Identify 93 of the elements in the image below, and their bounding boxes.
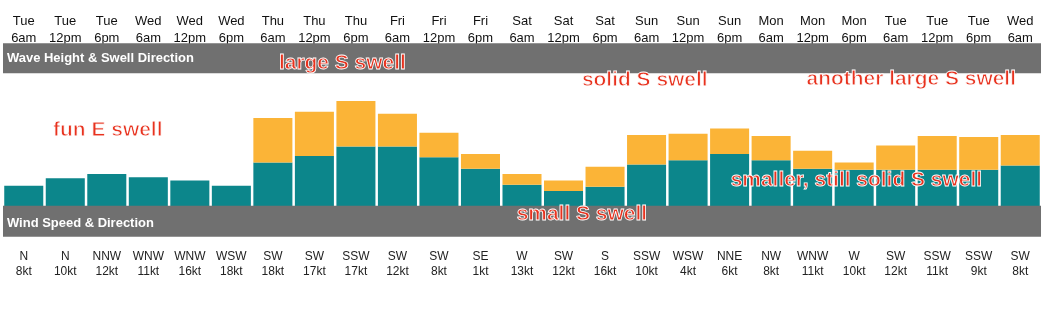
- annotation: fun E swell: [53, 117, 163, 141]
- text: SSW 9kt: [965, 248, 994, 278]
- x-tick-label: Sun 6pm: [716, 12, 743, 45]
- text: WSW 18kt: [216, 248, 248, 278]
- text: SW 12kt: [552, 248, 576, 278]
- bar: [336, 146, 376, 207]
- chart-title: Wave Height & Swell Direction: [6, 50, 194, 66]
- bar: [294, 156, 334, 207]
- x-tick-label: Tue 6pm: [966, 12, 992, 45]
- x-tick-label: Mon 6am: [758, 12, 784, 45]
- bar: [45, 178, 85, 207]
- bar: [336, 101, 376, 147]
- text: SW 8kt: [429, 248, 450, 278]
- x-tick-label: Sun 12pm: [671, 12, 705, 45]
- bar: [419, 157, 459, 207]
- x-tick-label: Wed 6pm: [218, 12, 245, 45]
- bar: [419, 132, 459, 158]
- text: SW 8kt: [1010, 248, 1031, 278]
- bar: [170, 180, 210, 207]
- bar: [876, 145, 916, 170]
- bar: [585, 186, 625, 207]
- bar: [627, 134, 667, 165]
- x-tick-label: Wed 6am: [1007, 12, 1034, 45]
- bar: [460, 168, 500, 207]
- bar: [585, 166, 625, 187]
- x-tick-label: Sat 6pm: [592, 12, 618, 45]
- text: WNW 11kt: [797, 248, 829, 278]
- text: Wind Speed & Direction: [6, 214, 154, 230]
- text: large S swell: [278, 50, 406, 74]
- bar: [253, 162, 293, 207]
- bar: [211, 185, 251, 207]
- text: SSW 11kt: [923, 248, 952, 278]
- bar: [1000, 134, 1040, 166]
- text: SW 17kt: [303, 248, 327, 278]
- bar: [1000, 165, 1040, 207]
- x-tick-label: Sun 6am: [633, 12, 660, 45]
- x-tick-label: Sat 6am: [509, 12, 535, 45]
- bar: [87, 174, 127, 207]
- text: solid S swell: [581, 67, 708, 91]
- bar: [502, 174, 542, 185]
- text: SW 12kt: [386, 248, 410, 278]
- x-tick-label: Fri 6am: [384, 12, 411, 45]
- x-tick-label: Thu 6am: [260, 12, 286, 45]
- text: SW 18kt: [261, 248, 285, 278]
- text: W 13kt: [510, 248, 534, 278]
- bar: [544, 191, 584, 207]
- text: N 10kt: [53, 248, 78, 278]
- text: SSW 17kt: [342, 248, 371, 278]
- bar: [377, 146, 417, 207]
- x-tick-label: Thu 12pm: [298, 12, 331, 45]
- bar: [917, 135, 957, 170]
- text: SE 1kt: [472, 248, 490, 278]
- text: WNW 16kt: [174, 248, 207, 278]
- text: W 10kt: [842, 248, 867, 278]
- x-tick-label: Thu 6pm: [343, 12, 369, 45]
- bar: [377, 113, 417, 147]
- text: N 8kt: [15, 248, 33, 278]
- text: another large S swell: [806, 66, 1016, 90]
- x-tick-label: Mon 6pm: [841, 12, 867, 45]
- text: SW 12kt: [884, 248, 908, 278]
- bar: [460, 153, 500, 169]
- bar: [959, 137, 999, 170]
- bar: [294, 111, 334, 157]
- text: WSW 4kt: [672, 248, 705, 278]
- x-tick-label: Mon 12pm: [796, 12, 829, 45]
- bar: [710, 128, 750, 154]
- x-tick-label: Fri 6pm: [467, 12, 494, 45]
- text: WNW 11kt: [132, 248, 165, 278]
- bar: [544, 180, 584, 191]
- bar: [627, 164, 667, 207]
- annotation: small S swell: [516, 200, 648, 224]
- x-tick-label: Wed 6am: [135, 12, 162, 45]
- x-tick-label: Tue 12pm: [920, 12, 954, 45]
- x-tick-label: Tue 6am: [883, 12, 909, 45]
- x-tick-label: Tue 12pm: [49, 12, 82, 45]
- bar: [253, 118, 293, 163]
- bar: [4, 185, 44, 207]
- bar: [668, 160, 708, 207]
- text: SSW 10kt: [632, 248, 661, 278]
- x-tick-label: Sat 12pm: [547, 12, 580, 45]
- bar: [751, 135, 791, 161]
- bar: [502, 184, 542, 207]
- x-tick-label: Tue 6pm: [94, 12, 120, 45]
- text: NNW 12kt: [92, 248, 122, 278]
- bar: [668, 133, 708, 161]
- x-tick-label: Tue 6am: [11, 12, 37, 45]
- bar: [128, 177, 168, 207]
- x-tick-label: Fri 12pm: [422, 12, 456, 45]
- x-tick-label: Wed 12pm: [173, 12, 207, 45]
- text: S 16kt: [593, 248, 618, 278]
- text: NW 8kt: [761, 248, 782, 278]
- text: NNE 6kt: [716, 248, 743, 278]
- bar: [793, 150, 833, 169]
